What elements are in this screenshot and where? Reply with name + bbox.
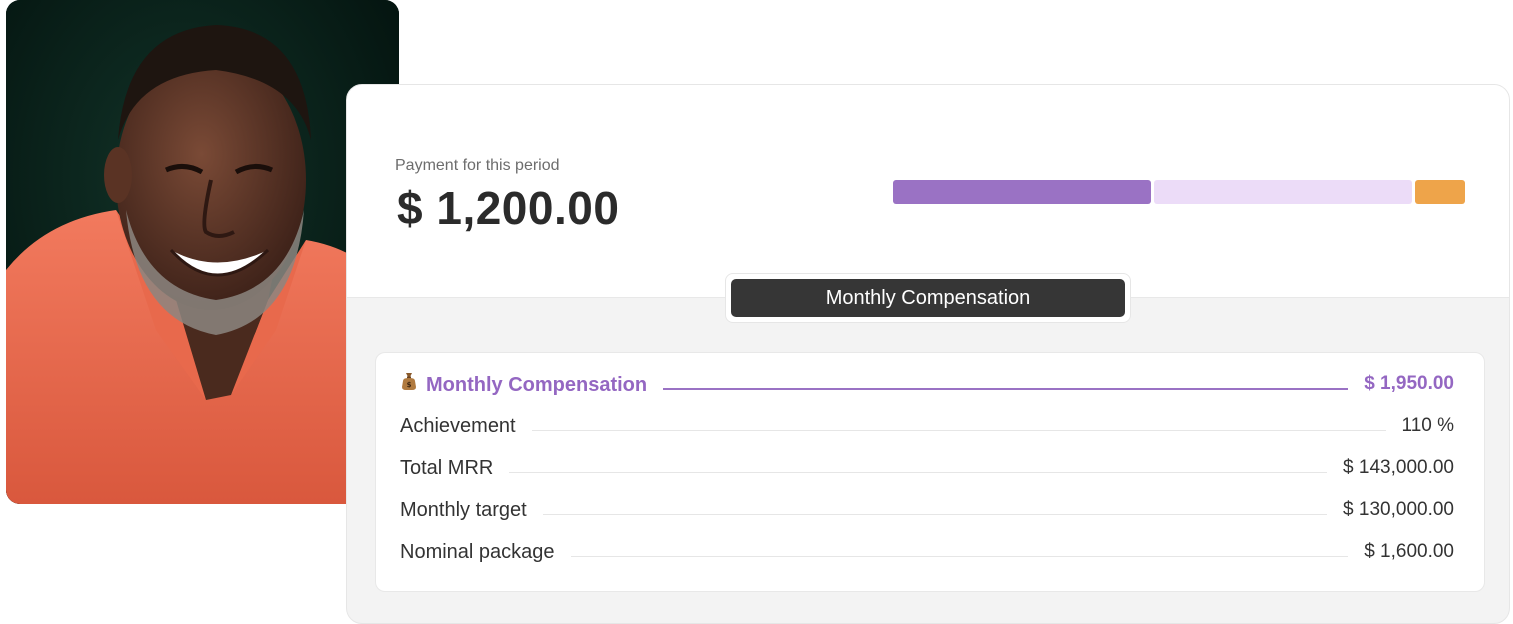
- person-illustration: [6, 0, 399, 504]
- row-value: $ 130,000.00: [1343, 499, 1454, 520]
- compensation-details: $ Monthly Compensation $ 1,950.00 Achiev…: [375, 352, 1485, 592]
- progress-segment-bonus: [1415, 180, 1465, 204]
- progress-segment-earned: [893, 180, 1151, 204]
- compensation-header-label: $ Monthly Compensation: [400, 371, 647, 397]
- list-item: Total MRR $ 143,000.00: [400, 453, 1454, 483]
- compensation-header-value: $ 1,950.00: [1364, 373, 1454, 394]
- svg-text:$: $: [407, 381, 412, 389]
- payment-amount: $ 1,200.00: [397, 182, 620, 234]
- compensation-header-row: $ Monthly Compensation $ 1,950.00: [400, 369, 1454, 399]
- profile-photo: [6, 0, 399, 504]
- leader-line: [509, 471, 1328, 473]
- leader-line: [663, 388, 1349, 390]
- row-value: $ 143,000.00: [1343, 457, 1454, 478]
- row-value: $ 1,600.00: [1364, 541, 1454, 562]
- leader-line: [570, 555, 1349, 557]
- compensation-card: Payment for this period $ 1,200.00 Month…: [346, 84, 1510, 624]
- leader-line: [531, 429, 1386, 431]
- row-label: Nominal package: [400, 540, 555, 563]
- row-label: Monthly target: [400, 498, 527, 521]
- row-value: 110 %: [1401, 415, 1454, 436]
- list-item: Monthly target $ 130,000.00: [400, 495, 1454, 525]
- row-label: Achievement: [400, 414, 516, 437]
- tab-switcher: Monthly Compensation: [725, 273, 1131, 323]
- row-label: Total MRR: [400, 456, 494, 479]
- tab-monthly-compensation[interactable]: Monthly Compensation: [731, 279, 1125, 317]
- payment-label: Payment for this period: [395, 157, 560, 174]
- list-item: Nominal package $ 1,600.00: [400, 537, 1454, 567]
- progress-segment-remaining: [1154, 180, 1412, 204]
- list-item: Achievement 110 %: [400, 411, 1454, 441]
- money-bag-icon: $: [400, 371, 418, 391]
- leader-line: [542, 513, 1328, 515]
- payment-summary: Payment for this period $ 1,200.00: [347, 85, 1509, 298]
